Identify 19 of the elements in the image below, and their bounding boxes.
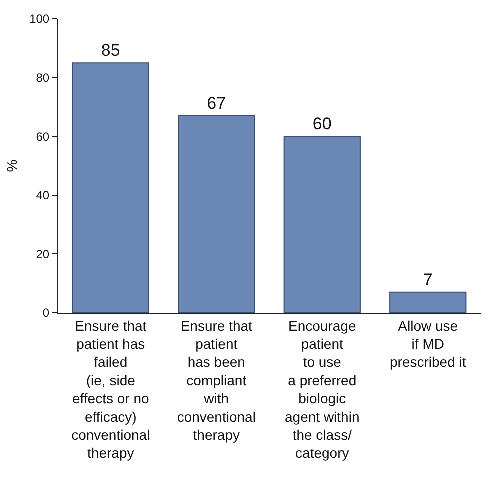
x-tick-label: Ensure that patient has failed (ie, side effects or no efficacy) conventional therapy (72, 318, 150, 462)
bar (390, 292, 467, 313)
y-tick-label: 100 (30, 12, 50, 26)
data-label: 60 (312, 114, 332, 134)
y-tick-label: 60 (36, 130, 50, 144)
bar (72, 62, 150, 313)
data-label: 7 (423, 270, 433, 290)
x-tick-label: Encourage patient to use a preferred biologic agent within the class/ category (285, 318, 360, 462)
y-tick-label: 20 (36, 247, 50, 262)
bar (284, 136, 361, 313)
y-tick-label: 80 (36, 71, 50, 85)
data-label: 67 (207, 94, 226, 114)
x-tick-label: Ensure that patient has been compliant with conventional therapy (177, 318, 256, 443)
y-tick-label: 0 (42, 306, 50, 320)
x-tick-label: Allow use if MD prescribed it (390, 318, 466, 370)
y-axis-title: % (4, 160, 20, 172)
data-label: 85 (101, 41, 120, 60)
y-tick-label: 40 (36, 188, 50, 203)
bar (178, 116, 256, 313)
